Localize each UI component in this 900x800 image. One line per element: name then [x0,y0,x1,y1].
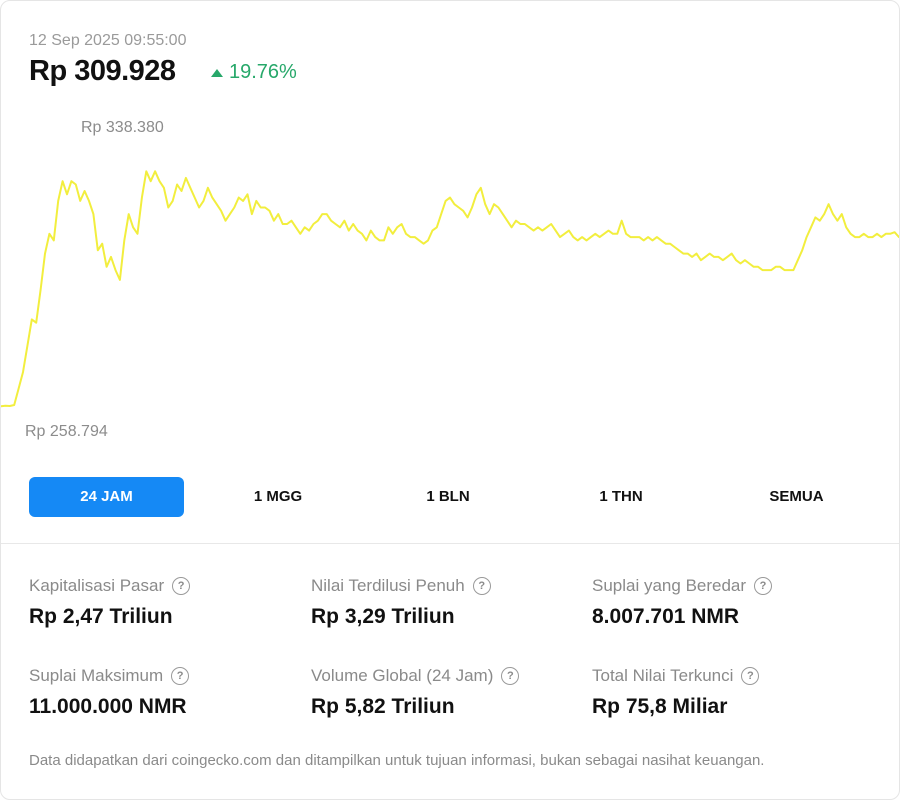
stat-label: Nilai Terdilusi Penuh [311,576,465,595]
stat-fully-diluted: Nilai Terdilusi Penuh? Rp 3,29 Triliun [311,575,491,629]
current-price: Rp 309.928 [29,55,176,87]
stat-value: 11.000.000 NMR [29,695,187,718]
stat-label: Volume Global (24 Jam) [311,666,494,685]
stat-max-supply: Suplai Maksimum? 11.000.000 NMR [29,665,190,719]
help-icon[interactable]: ? [741,667,760,685]
stat-global-volume: Volume Global (24 Jam)? Rp 5,82 Triliun [311,665,520,719]
stat-label: Suplai Maksimum [29,666,164,685]
period-1w-button[interactable]: 1 MGG [253,488,303,505]
chart-low-label: Rp 258.794 [25,423,108,440]
period-all-button[interactable]: SEMUA [769,488,824,505]
help-icon[interactable]: ? [171,667,190,685]
stat-value: Rp 3,29 Triliun [311,605,455,628]
period-selector: 24 JAM 1 MGG 1 BLN 1 THN SEMUA [29,477,874,517]
disclaimer-text: Data didapatkan dari coingecko.com dan d… [29,752,765,769]
chart-high-label: Rp 338.380 [81,119,164,136]
help-icon[interactable]: ? [754,577,773,595]
stat-market-cap: Kapitalisasi Pasar? Rp 2,47 Triliun [29,575,191,629]
price-line [1,170,899,408]
stat-value: Rp 75,8 Miliar [592,695,728,718]
stat-label: Suplai yang Beredar [592,576,747,595]
section-divider [1,543,899,544]
stat-value: Rp 5,82 Triliun [311,695,455,718]
stat-circulating-supply: Suplai yang Beredar? 8.007.701 NMR [592,575,773,629]
stat-total-value-locked: Total Nilai Terkunci? Rp 75,8 Miliar [592,665,760,719]
help-icon[interactable]: ? [501,667,520,685]
period-1m-button[interactable]: 1 BLN [426,488,470,505]
up-arrow-icon [211,68,223,77]
stat-value: Rp 2,47 Triliun [29,605,173,628]
period-24h-button[interactable]: 24 JAM [29,477,184,517]
period-1y-button[interactable]: 1 THN [599,488,643,505]
help-icon[interactable]: ? [172,577,191,595]
stat-value: 8.007.701 NMR [592,605,740,628]
price-chart[interactable] [1,141,899,416]
stat-label: Kapitalisasi Pasar [29,576,165,595]
price-timestamp: 12 Sep 2025 09:55:00 [29,32,187,49]
price-change: 19.76% [211,61,297,84]
stat-label: Total Nilai Terkunci [592,666,734,685]
price-change-percent: 19.76% [229,61,297,83]
help-icon[interactable]: ? [472,577,491,595]
